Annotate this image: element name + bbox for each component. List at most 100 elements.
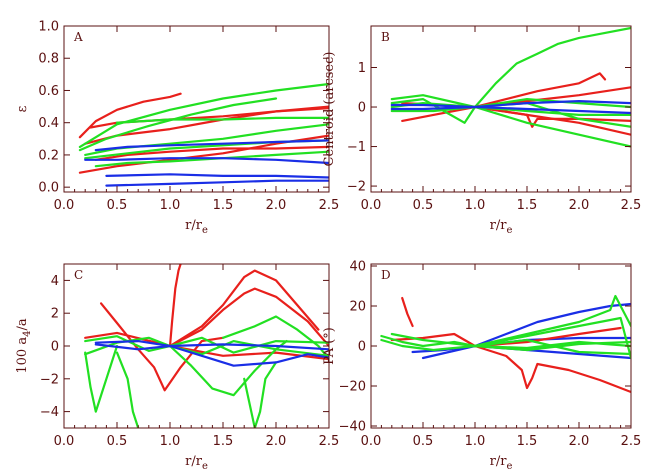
panel-a: 0.0 0.5 1.0 1.5 2.0 2.5 0.0 0.2 0.4 0.6 0.8 1.0 Ar/r… bbox=[15, 20, 339, 237]
panel-c-ytick-label: −4 bbox=[40, 405, 59, 420]
panel-d-xtick-label: 0.5 bbox=[413, 434, 434, 449]
panel-a-line-red-1 bbox=[78, 92, 182, 139]
panel-c-line-red-3 bbox=[168, 287, 329, 348]
panel-d-line-red-2 bbox=[473, 344, 631, 394]
panel-a-xlabel: r/re bbox=[185, 218, 208, 236]
panel-c-line-red-5 bbox=[84, 331, 329, 361]
panel-a-xtick-label: 0.0 bbox=[54, 198, 75, 213]
panel-a-ytick-label: 0.6 bbox=[38, 84, 59, 99]
panel-b-xtick-label: 1.5 bbox=[517, 198, 538, 213]
panel-d-ylabel: PA (°) bbox=[322, 327, 337, 365]
panel-c-ytick-label: 2 bbox=[51, 307, 59, 322]
panel-c-xtick-label: 1.5 bbox=[213, 434, 234, 449]
panel-b-ytick-label: 0 bbox=[358, 101, 366, 116]
panel-b-line-blue-1 bbox=[390, 99, 631, 109]
panel-a-ytick-label: 0.8 bbox=[38, 52, 59, 67]
panel-c-xlabel: r/re bbox=[185, 454, 208, 472]
panel-c-line-green-6 bbox=[84, 335, 329, 354]
panel-a-line-green-3 bbox=[115, 116, 329, 124]
panel-a-ytick-label: 0.0 bbox=[38, 181, 59, 196]
panel-d-xtick-label: 0.0 bbox=[361, 434, 382, 449]
panel-d-letter: D bbox=[381, 268, 391, 282]
panel-c-line-green-3 bbox=[243, 361, 278, 428]
panel-a-xtick-label: 1.5 bbox=[213, 198, 234, 213]
panel-c-line-red-1 bbox=[168, 264, 182, 348]
panel-a-line-red-3 bbox=[89, 107, 329, 129]
panel-a-xtick-label: 0.5 bbox=[107, 198, 128, 213]
panel-b-frame bbox=[370, 25, 632, 193]
panel-a-line-blue-3 bbox=[105, 173, 329, 179]
panel-d-ytick-label: 20 bbox=[349, 300, 366, 315]
panel-c: 0.0 0.5 1.0 1.5 2.0 2.5 −4 −2 0 2 4 Cr/re 100 a4/a bbox=[15, 263, 340, 472]
panel-b-xtick-label: 0.5 bbox=[413, 198, 434, 213]
panel-d-line-blue-1 bbox=[473, 302, 631, 348]
panel-d-ytick-label: 0 bbox=[358, 340, 366, 355]
panel-b-line-green-1 bbox=[463, 26, 631, 109]
panel-c-xtick-label: 0.0 bbox=[54, 434, 75, 449]
panel-a-ytick-label: 1.0 bbox=[38, 20, 59, 35]
panel-c-line-green-1 bbox=[115, 351, 140, 428]
panel-c-line-red-2 bbox=[168, 269, 320, 348]
panel-d-line-green-2 bbox=[473, 316, 631, 360]
panel-d-xtick-label: 2.0 bbox=[569, 434, 590, 449]
panel-c-ytick-label: 0 bbox=[51, 340, 59, 355]
panel-b-line-blue-2 bbox=[390, 105, 631, 115]
panel-b-xtick-label: 1.0 bbox=[465, 198, 486, 213]
panel-b-ytick-label: 1 bbox=[358, 61, 366, 76]
panel-b-xtick-label: 0.0 bbox=[361, 198, 382, 213]
panel-a-line-green-1 bbox=[78, 82, 329, 148]
panel-a-xtick-label: 2.5 bbox=[319, 198, 340, 213]
panel-a-line-blue-2 bbox=[84, 157, 329, 165]
panel-a-frame bbox=[63, 25, 330, 193]
panel-c-xtick-label: 2.5 bbox=[319, 434, 340, 449]
panel-d-xtick-label: 2.5 bbox=[621, 434, 642, 449]
panel-b-series bbox=[390, 26, 631, 148]
panel-d-line-red-1 bbox=[401, 296, 414, 328]
panel-b-xlabel: r/re bbox=[490, 218, 513, 236]
panel-b-line-green-4 bbox=[390, 94, 631, 109]
panel-d-ytick-label: 40 bbox=[349, 260, 366, 275]
panel-a-ytick-label: 0.2 bbox=[38, 148, 59, 163]
panel-c-line-blue-2 bbox=[94, 340, 329, 351]
panel-b-ytick-label: −2 bbox=[347, 180, 366, 195]
panel-b-xtick-label: 2.5 bbox=[621, 198, 642, 213]
panel-a-xtick-label: 2.0 bbox=[266, 198, 287, 213]
panel-d-xlabel: r/re bbox=[490, 454, 513, 472]
panel-d-ytick-label: −40 bbox=[339, 420, 366, 435]
panel-c-ylabel: 100 a4/a bbox=[15, 318, 33, 373]
panel-d-series bbox=[380, 294, 631, 394]
panel-c-xtick-label: 0.5 bbox=[107, 434, 128, 449]
panel-c-xtick-label: 1.0 bbox=[160, 434, 181, 449]
panel-a-line-red-2 bbox=[84, 105, 329, 145]
panel-b-xtick-label: 2.0 bbox=[569, 198, 590, 213]
panel-b-ytick-label: −1 bbox=[347, 140, 366, 155]
panel-c-line-green-2 bbox=[84, 344, 119, 413]
panel-b-ylabel: Centroid (arcsec) bbox=[322, 52, 337, 167]
panel-b-letter: B bbox=[381, 30, 390, 44]
panel-a-ytick-label: 0.4 bbox=[38, 116, 59, 131]
panel-a-xtick-label: 1.0 bbox=[160, 198, 181, 213]
panel-b-line-red-1 bbox=[473, 72, 607, 109]
panel-d-line-green-1 bbox=[473, 294, 631, 348]
panel-c-line-blue-1 bbox=[94, 343, 329, 367]
panel-b: 0.0 0.5 1.0 1.5 2.0 2.5 −2 −1 0 1 Br/re Centroid (a… bbox=[322, 25, 642, 236]
panel-c-ytick-label: 4 bbox=[51, 274, 59, 289]
panel-a-line-blue-4 bbox=[105, 179, 329, 187]
panel-a-line-blue-1 bbox=[94, 139, 329, 152]
panel-c-letter: C bbox=[74, 268, 83, 282]
panel-b-line-green-2 bbox=[390, 97, 631, 148]
panel-a-line-red-5 bbox=[94, 145, 329, 161]
panel-a-letter: A bbox=[73, 30, 83, 44]
panel-c-ytick-label: −2 bbox=[40, 372, 59, 387]
panel-d-ytick-label: −20 bbox=[339, 380, 366, 395]
panel-d-xtick-label: 1.5 bbox=[517, 434, 538, 449]
panel-a-ylabel: ε bbox=[15, 105, 30, 112]
panel-c-xtick-label: 2.0 bbox=[266, 434, 287, 449]
panel-c-series bbox=[84, 264, 329, 428]
panel-d-xtick-label: 1.0 bbox=[465, 434, 486, 449]
panel-a-line-green-6 bbox=[94, 150, 329, 168]
panel-a-series bbox=[78, 82, 329, 187]
panel-d-line-green-5 bbox=[390, 332, 631, 350]
